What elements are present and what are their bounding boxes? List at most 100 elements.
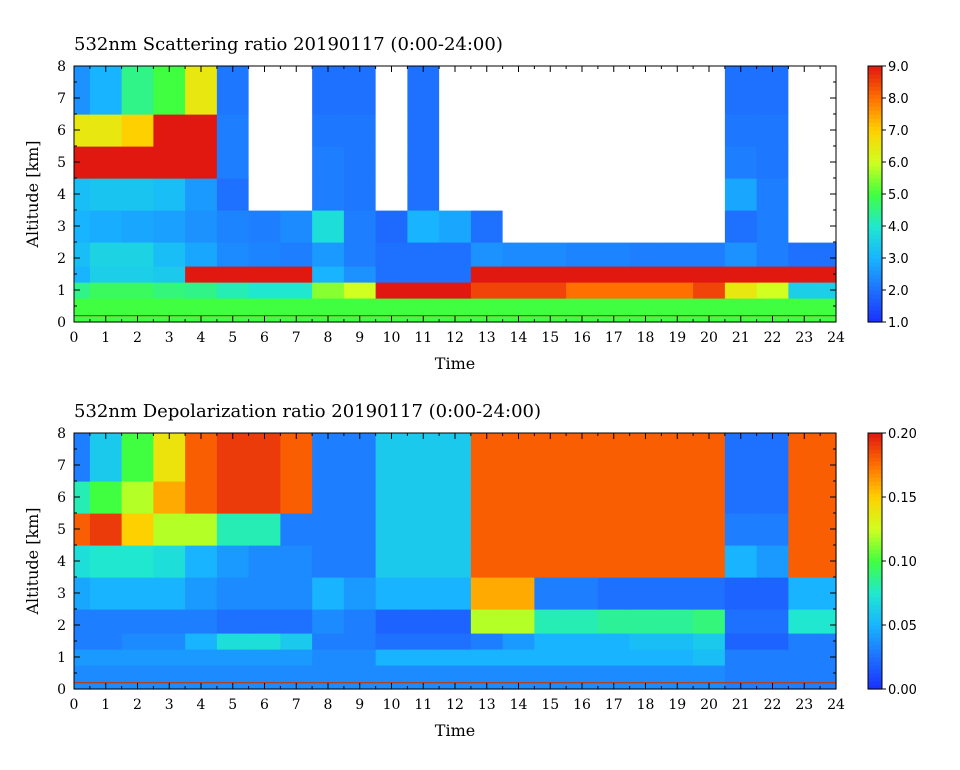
heatmap-cell — [216, 513, 250, 546]
heatmap-cell — [629, 266, 662, 283]
heatmap-cell — [153, 577, 186, 610]
heatmap-cell — [629, 178, 662, 211]
heatmap-cell — [407, 649, 440, 666]
heatmap-cell — [439, 146, 472, 179]
colorbar-segment — [868, 477, 882, 482]
colorbar-segment — [868, 673, 882, 678]
heatmap-cell — [343, 282, 377, 299]
colorbar-segment — [868, 262, 882, 267]
x-tick-label: 18 — [637, 330, 655, 346]
heatmap-cell — [788, 178, 821, 211]
y-tick-label: 6 — [57, 490, 66, 506]
x-tick-label: 0 — [70, 330, 79, 346]
heatmap-cell — [121, 210, 154, 243]
heatmap-cell — [597, 433, 631, 482]
heatmap-cell — [820, 513, 837, 546]
heatmap-cell — [566, 242, 599, 267]
heatmap-cell — [820, 481, 837, 514]
heatmap-cell — [470, 545, 504, 578]
heatmap-cell — [121, 513, 154, 546]
heatmap-cell — [597, 633, 631, 650]
y-tick-label: 0 — [57, 315, 66, 331]
heatmap-cell — [470, 146, 504, 179]
heatmap-cell — [312, 114, 345, 147]
x-tick-label: 9 — [355, 697, 364, 713]
heatmap-cell — [121, 609, 154, 634]
heatmap-cell — [407, 481, 440, 514]
heatmap-cell — [820, 665, 837, 690]
colorbar-segment — [868, 194, 882, 199]
scattering-ratio-panel: 532nm Scattering ratio 20190117 (0:00-24… — [23, 34, 909, 373]
colorbar-segment — [868, 597, 882, 602]
colorbar-segment — [868, 569, 882, 574]
panel-title: 532nm Depolarization ratio 20190117 (0:0… — [74, 401, 541, 422]
heatmap-cell — [375, 114, 408, 147]
colorbar-segment — [868, 266, 882, 271]
colorbar-segment — [868, 114, 882, 119]
colorbar-segment — [868, 158, 882, 163]
x-tick-label: 12 — [446, 330, 464, 346]
heatmap-cell — [724, 513, 758, 546]
heatmap-cell — [375, 577, 408, 610]
y-tick-label: 2 — [57, 251, 66, 267]
colorbar-segment — [868, 274, 882, 279]
heatmap-cell — [661, 433, 694, 482]
colorbar-segment — [868, 298, 882, 303]
heatmap-cell — [788, 266, 821, 283]
heatmap-cell — [248, 649, 281, 666]
heatmap-cell — [566, 633, 599, 650]
x-tick-label: 13 — [478, 697, 496, 713]
heatmap-cell — [216, 146, 250, 179]
heatmap-cell — [629, 577, 662, 610]
heatmap-cell — [121, 146, 154, 179]
heatmap-cell — [121, 633, 154, 650]
colorbar-tick-label: 7.0 — [888, 124, 909, 139]
heatmap-cell — [693, 178, 726, 211]
heatmap-cell — [629, 242, 662, 267]
x-tick-label: 18 — [637, 697, 655, 713]
heatmap-cell — [89, 433, 123, 482]
colorbar-segment — [868, 545, 882, 550]
heatmap-cell — [566, 513, 599, 546]
heatmap-cell — [375, 242, 408, 267]
colorbar-segment — [868, 294, 882, 299]
x-axis-label: Time — [435, 721, 475, 740]
heatmap-cell — [502, 242, 535, 267]
heatmap-cell — [280, 282, 313, 299]
heatmap-cell — [280, 178, 313, 211]
heatmap-cell — [74, 298, 91, 323]
colorbar-segment — [868, 481, 882, 486]
colorbar-segment — [868, 82, 882, 87]
heatmap-cell — [629, 282, 662, 299]
heatmap-cell — [534, 178, 567, 211]
heatmap-cell — [312, 649, 345, 666]
heatmap-cell — [312, 210, 345, 243]
heatmap-cell — [343, 481, 377, 514]
colorbar-segment — [868, 250, 882, 255]
heatmap-cell — [502, 633, 535, 650]
heatmap-cell — [756, 649, 789, 666]
heatmap-cell — [89, 146, 123, 179]
heatmap-cell — [312, 242, 345, 267]
colorbar-segment — [868, 573, 882, 578]
x-tick-label: 8 — [324, 697, 333, 713]
heatmap-cell — [661, 146, 694, 179]
heatmap-cell — [534, 649, 567, 666]
heatmap-cell — [185, 609, 218, 634]
heatmap-cell — [502, 66, 535, 115]
heatmap-cell — [74, 146, 91, 179]
heatmap-cell — [502, 609, 535, 634]
x-tick-label: 4 — [197, 330, 206, 346]
x-tick-label: 10 — [383, 330, 401, 346]
heatmap-cell — [502, 178, 535, 211]
heatmap-cell — [820, 266, 837, 283]
heatmap-cell — [153, 633, 186, 650]
heatmap-cell — [74, 210, 91, 243]
heatmap-cell — [74, 114, 91, 147]
heatmap-cell — [153, 282, 186, 299]
heatmap-cell — [343, 433, 377, 482]
heatmap-cell — [820, 146, 837, 179]
heatmap-cell — [74, 513, 91, 546]
heatmap-cell — [121, 577, 154, 610]
heatmap-cell — [121, 433, 154, 482]
